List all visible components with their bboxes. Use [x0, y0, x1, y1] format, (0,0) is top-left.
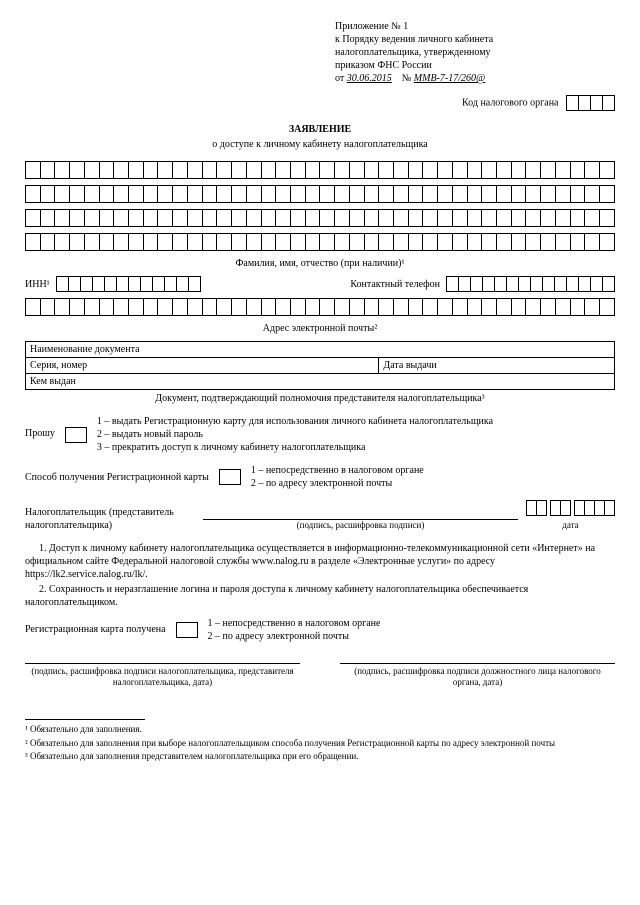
- fio-row: [25, 161, 615, 179]
- note-1: 1. Доступ к личному кабинету налогоплате…: [25, 542, 615, 581]
- fio-caption: Фамилия, имя, отчество (при наличии)¹: [25, 257, 615, 270]
- signer-label1: Налогоплательщик (представитель: [25, 506, 195, 519]
- footer-sig-right: (подпись, расшифровка подписи должностно…: [340, 663, 615, 689]
- fio-row: [25, 233, 615, 251]
- footnote-2: ² Обязательно для заполнения при выборе …: [25, 738, 615, 750]
- header-line3: налогоплательщика, утвержденному: [335, 46, 615, 59]
- request-choice-box[interactable]: [65, 427, 87, 443]
- doc-name-cell[interactable]: Наименование документа: [26, 342, 615, 358]
- signature-caption: (подпись, расшифровка подписи): [203, 520, 518, 532]
- fio-grid[interactable]: [25, 161, 615, 251]
- phone-label: Контактный телефон: [350, 278, 440, 291]
- received-choice-box[interactable]: [176, 622, 198, 638]
- request-block: Прошу 1 – выдать Регистрационную карту д…: [25, 415, 615, 454]
- order-date: 30.06.2015: [347, 73, 392, 84]
- signature-line[interactable]: [203, 506, 518, 520]
- footer-sig-left: (подпись, расшифровка подписи налогоплат…: [25, 663, 300, 689]
- method-choice-box[interactable]: [219, 469, 241, 485]
- method-opt1: 1 – непосредственно в налоговом органе: [251, 464, 424, 477]
- phone-cells[interactable]: [446, 276, 615, 292]
- tax-code-label: Код налогового органа: [462, 98, 559, 109]
- received-label: Регистрационная карта получена: [25, 623, 166, 636]
- footnote-separator: [25, 719, 145, 720]
- footnote-1: ¹ Обязательно для заполнения.: [25, 724, 615, 736]
- doc-caption: Документ, подтверждающий полномочия пред…: [25, 392, 615, 405]
- order-number: ММВ-7-17/260@: [414, 73, 485, 84]
- note-2: 2. Сохранность и неразглашение логина и …: [25, 583, 615, 609]
- header-line2: к Порядку ведения личного кабинета: [335, 33, 615, 46]
- request-opt1: 1 – выдать Регистрационную карту для исп…: [97, 415, 493, 428]
- fio-row: [25, 209, 615, 227]
- received-opt1: 1 – непосредственно в налоговом органе: [208, 617, 381, 630]
- doc-date-cell[interactable]: Дата выдачи: [379, 358, 615, 374]
- signature-row: Налогоплательщик (представитель налогопл…: [25, 500, 615, 532]
- header-dateline: от 30.06.2015 № ММВ-7-17/260@: [335, 72, 615, 85]
- doc-title: ЗАЯВЛЕНИЕ: [25, 123, 615, 136]
- fio-row: [25, 185, 615, 203]
- doc-subtitle: о доступе к личному кабинету налогоплате…: [25, 138, 615, 151]
- doc-serial-cell[interactable]: Серия, номер: [26, 358, 379, 374]
- date-cells[interactable]: [526, 500, 615, 516]
- tax-code-row: Код налогового органа: [25, 95, 615, 111]
- footnote-3: ³ Обязательно для заполнения представите…: [25, 751, 615, 763]
- doc-issuer-cell[interactable]: Кем выдан: [26, 374, 615, 390]
- method-label: Способ получения Регистрационной карты: [25, 471, 209, 484]
- email-caption: Адрес электронной почты²: [25, 322, 615, 335]
- email-cells[interactable]: [25, 298, 615, 316]
- received-block: Регистрационная карта получена 1 – непос…: [25, 617, 615, 643]
- signer-label2: налогоплательщика): [25, 519, 195, 532]
- header-line4: приказом ФНС России: [335, 59, 615, 72]
- document-table[interactable]: Наименование документа Серия, номер Дата…: [25, 341, 615, 390]
- method-opt2: 2 – по адресу электронной почты: [251, 477, 424, 490]
- appendix-header: Приложение № 1 к Порядку ведения личного…: [335, 20, 615, 85]
- date-caption: дата: [526, 520, 615, 532]
- header-line1: Приложение № 1: [335, 20, 615, 33]
- footer-signatures: (подпись, расшифровка подписи налогоплат…: [25, 663, 615, 689]
- method-block: Способ получения Регистрационной карты 1…: [25, 464, 615, 490]
- received-opt2: 2 – по адресу электронной почты: [208, 630, 381, 643]
- inn-label: ИНН¹: [25, 278, 50, 291]
- request-opt3: 3 – прекратить доступ к личному кабинету…: [97, 441, 493, 454]
- request-opt2: 2 – выдать новый пароль: [97, 428, 493, 441]
- tax-code-cells[interactable]: [566, 95, 615, 111]
- inn-cells[interactable]: [56, 276, 201, 292]
- request-label: Прошу: [25, 415, 55, 440]
